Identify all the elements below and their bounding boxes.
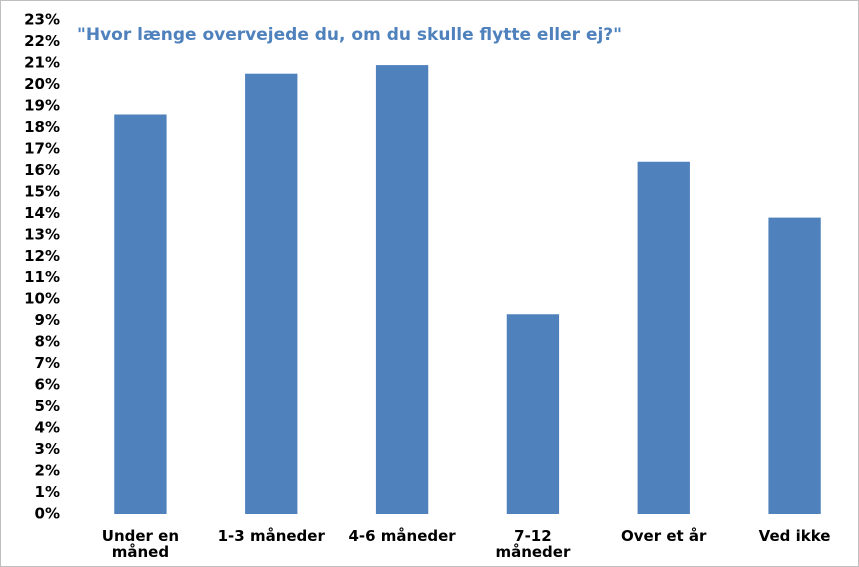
y-tick-label: 19% (24, 96, 60, 114)
y-tick-label: 5% (35, 397, 60, 415)
x-tick-label: 1-3 måneder (217, 527, 325, 545)
x-tick-label: Under en måned (101, 527, 180, 561)
y-tick-label: 9% (35, 311, 60, 329)
y-tick-label: 6% (35, 376, 60, 394)
x-tick-label: 4-6 måneder (348, 527, 456, 545)
y-tick-label: 8% (35, 333, 60, 351)
bar (114, 114, 167, 515)
y-tick-label: 3% (35, 440, 60, 458)
y-tick-label: 17% (24, 139, 60, 157)
y-tick-label: 14% (24, 204, 60, 222)
y-tick-label: 20% (24, 75, 60, 93)
y-tick-label: 1% (35, 483, 60, 501)
y-tick-label: 16% (24, 161, 60, 179)
bar (245, 73, 298, 515)
bar (768, 217, 821, 514)
y-tick-label: 10% (24, 290, 60, 308)
y-tick-label: 7% (35, 354, 60, 372)
bar (637, 161, 690, 514)
bar (506, 314, 560, 514)
x-tick-label: 7-12 måneder (495, 527, 571, 561)
y-tick-label: 4% (35, 419, 60, 437)
x-tick-label: Ved ikke (758, 527, 831, 545)
bar (375, 65, 429, 515)
y-tick-label: 13% (24, 225, 60, 243)
y-tick-label: 12% (24, 247, 60, 265)
y-tick-label: 11% (24, 268, 60, 286)
y-tick-label: 2% (35, 462, 60, 480)
y-tick-label: 23% (24, 11, 60, 29)
chart-title: "Hvor længe overvejede du, om du skulle … (77, 25, 622, 45)
y-tick-label: 21% (24, 53, 60, 71)
y-tick-label: 0% (35, 505, 60, 523)
y-tick-label: 15% (24, 182, 60, 200)
y-tick-label: 18% (24, 118, 60, 136)
y-tick-label: 22% (24, 32, 60, 50)
x-tick-label: Over et år (621, 527, 707, 545)
